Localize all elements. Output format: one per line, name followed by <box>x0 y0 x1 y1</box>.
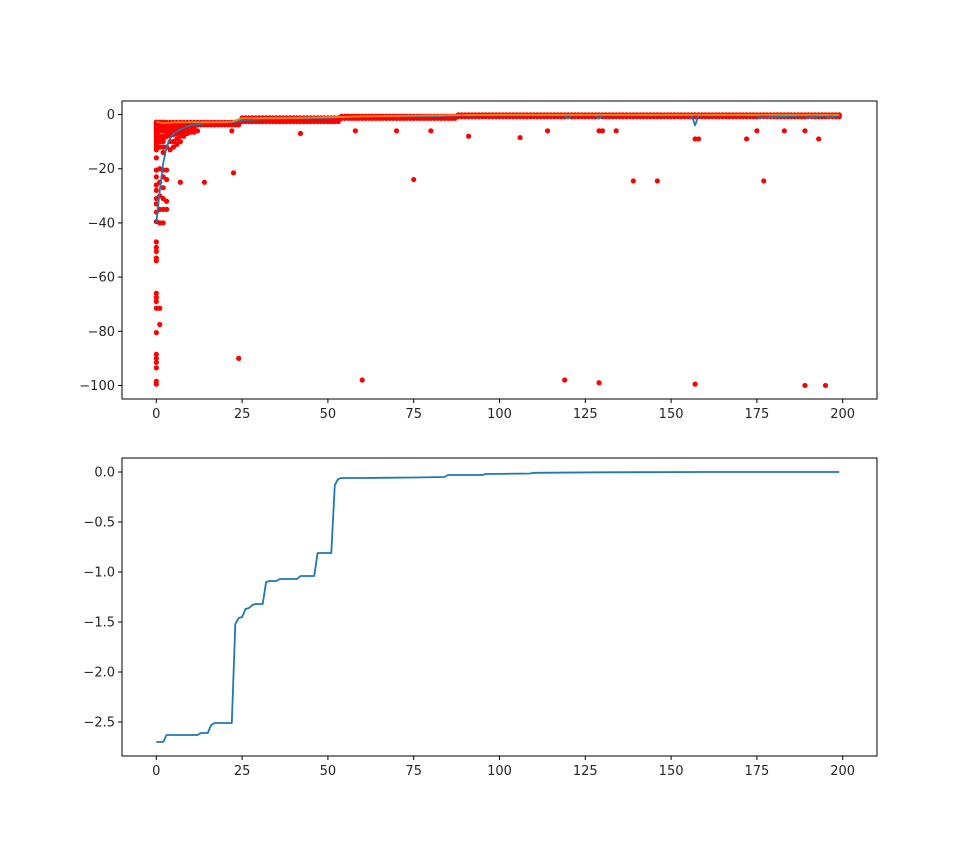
x-tick-label: 50 <box>320 407 337 422</box>
x-tick-label: 125 <box>573 764 598 779</box>
x-tick-label: 200 <box>830 407 855 422</box>
plot-area <box>153 112 842 389</box>
y-tick-label: −1.5 <box>83 616 115 631</box>
top-axes-scatter-mean-max: 0 25 50 75 100 125 150 175 200 0 −20 −40 −60 −80 −100 <box>79 100 878 422</box>
x-tick-label: 75 <box>405 764 422 779</box>
y-tick-label: 0.0 <box>94 466 115 481</box>
x-tick-label: 150 <box>659 764 684 779</box>
y-tick-label: −2.0 <box>83 666 115 681</box>
y-tick-label: −2.5 <box>83 716 115 731</box>
series-line-best <box>156 471 840 743</box>
x-tick-label: 200 <box>830 764 855 779</box>
x-tick-label: 175 <box>744 764 769 779</box>
x-tick-label: 125 <box>573 407 598 422</box>
x-tick-label: 0 <box>152 407 160 422</box>
bottom-axes-best-curve: 0 25 50 75 100 125 150 175 200 0.0 −0.5 −1.0 −1.5 −2.… <box>83 457 878 779</box>
x-tick-label: 25 <box>234 407 251 422</box>
plot-area <box>156 471 840 743</box>
x-tick-label: 75 <box>405 407 422 422</box>
y-tick-label: −0.5 <box>83 516 115 531</box>
x-tick-label: 100 <box>487 407 512 422</box>
x-tick-label: 25 <box>234 764 251 779</box>
y-tick-label: −80 <box>88 325 115 340</box>
y-tick-label: −40 <box>88 216 115 231</box>
x-tick-label: 50 <box>320 764 337 779</box>
x-tick-label: 0 <box>152 764 160 779</box>
y-tick-label: −20 <box>88 162 115 177</box>
y-tick-label: −1.0 <box>83 566 115 581</box>
y-tick-label: 0 <box>107 108 115 123</box>
x-tick-label: 175 <box>744 407 769 422</box>
y-tick-label: −100 <box>79 379 115 394</box>
y-tick-label: −60 <box>88 271 115 286</box>
x-tick-label: 150 <box>659 407 684 422</box>
x-tick-label: 100 <box>487 764 512 779</box>
series-line-max <box>156 113 840 125</box>
